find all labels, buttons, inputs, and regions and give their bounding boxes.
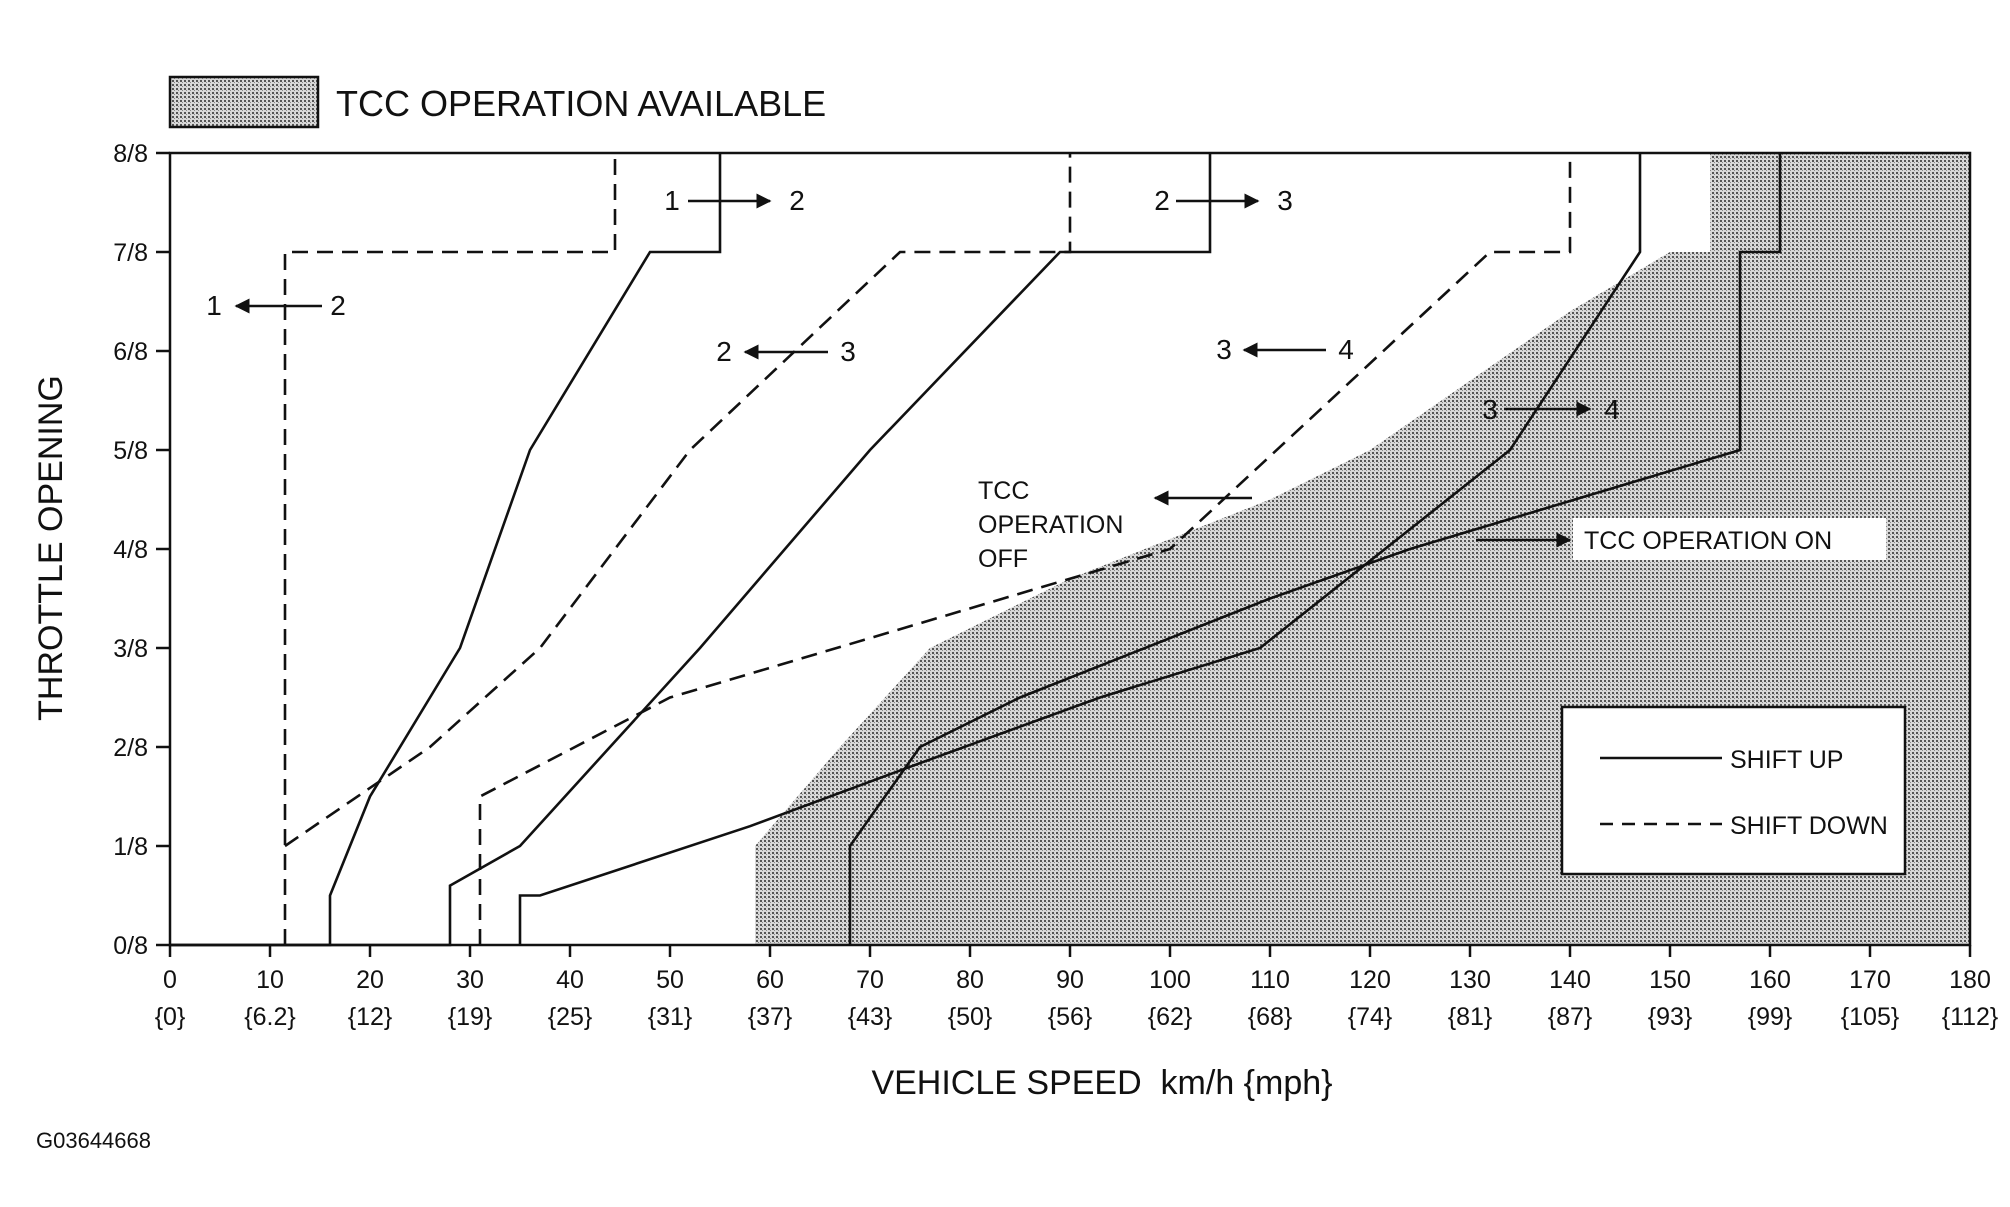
x-tick-sublabel: {43}	[848, 1003, 893, 1031]
x-tick-label: 20	[356, 966, 384, 994]
figure-id: G03644668	[36, 1128, 151, 1153]
x-tick-label: 180	[1949, 966, 1991, 994]
x-tick-sublabel: {12}	[348, 1003, 393, 1031]
x-tick-sublabel: {19}	[448, 1003, 493, 1031]
key-shift-up-label: SHIFT UP	[1730, 746, 1843, 774]
x-tick-label: 150	[1649, 966, 1691, 994]
x-tick-label: 40	[556, 966, 584, 994]
shift-down-line-6	[478, 153, 1572, 945]
annotation-down-1-2: 1 2	[206, 290, 346, 321]
y-axis: 0/8 1/8 2/8 3/8 4/8 5/8 6/8 7/8 8/8	[113, 140, 170, 960]
x-tick-label: 10	[256, 966, 284, 994]
x-tick-sublabel: {50}	[948, 1003, 993, 1031]
annotation-up-1-2: 1 2	[664, 185, 805, 216]
x-tick-sublabel: {37}	[748, 1003, 793, 1031]
key-shift-down-label: SHIFT DOWN	[1730, 812, 1888, 840]
svg-text:3: 3	[1216, 334, 1232, 365]
y-tick-label: 3/8	[113, 635, 148, 663]
x-tick-label: 170	[1849, 966, 1891, 994]
x-tick-label: 0	[163, 966, 177, 994]
x-tick-label: 50	[656, 966, 684, 994]
annotation-up-3-4: 3 4	[1482, 394, 1620, 425]
svg-text:TCC OPERATION ON: TCC OPERATION ON	[1584, 527, 1832, 555]
svg-text:OPERATION: OPERATION	[978, 511, 1123, 539]
x-axis: 0 {0} 10 {6.2} 20 {12} 30 {19} 40 {25} 50 {31} 60 {37…	[155, 945, 1999, 1031]
y-tick-label: 8/8	[113, 140, 148, 168]
x-tick-sublabel: {68}	[1248, 1003, 1293, 1031]
x-tick-sublabel: {105}	[1841, 1003, 1899, 1031]
y-tick-label: 0/8	[113, 932, 148, 960]
x-tick-label: 130	[1449, 966, 1491, 994]
svg-text:TCC: TCC	[978, 477, 1029, 505]
svg-text:4: 4	[1604, 394, 1620, 425]
x-tick-label: 160	[1749, 966, 1791, 994]
x-tick-label: 30	[456, 966, 484, 994]
line-style-key: SHIFT UP SHIFT DOWN	[1560, 705, 1907, 876]
x-tick-sublabel: {56}	[1048, 1003, 1093, 1031]
tcc-on-annotation: TCC OPERATION ON	[1476, 518, 1886, 560]
shift-up-line-2	[518, 153, 1642, 945]
svg-text:1: 1	[206, 290, 222, 321]
svg-text:2: 2	[716, 336, 732, 367]
x-tick-sublabel: {31}	[648, 1003, 693, 1031]
annotation-down-2-3: 2 3	[716, 336, 856, 367]
x-tick-sublabel: {112}	[1942, 1003, 1999, 1031]
annotation-down-3-4: 3 4	[1216, 334, 1354, 365]
x-tick-label: 100	[1149, 966, 1191, 994]
tcc-legend-swatch	[168, 75, 320, 129]
x-tick-label: 110	[1250, 966, 1290, 994]
x-tick-label: 90	[1056, 966, 1084, 994]
tcc-legend-label: TCC OPERATION AVAILABLE	[336, 83, 826, 124]
x-tick-sublabel: {0}	[155, 1003, 186, 1031]
x-tick-label: 120	[1349, 966, 1391, 994]
y-tick-label: 7/8	[113, 239, 148, 267]
x-tick-sublabel: {99}	[1748, 1003, 1793, 1031]
svg-text:OFF: OFF	[978, 545, 1028, 573]
shift-up-line-0	[170, 153, 722, 947]
x-tick-sublabel: {74}	[1348, 1003, 1393, 1031]
x-tick-sublabel: {25}	[548, 1003, 593, 1031]
tcc-off-annotation: TCC OPERATION OFF	[978, 477, 1252, 573]
shift-up-line-1	[170, 153, 1212, 947]
svg-text:1: 1	[664, 185, 680, 216]
x-tick-sublabel: {62}	[1148, 1003, 1193, 1031]
x-axis-title: VEHICLE SPEED km/h {mph}	[871, 1064, 1332, 1102]
svg-text:3: 3	[840, 336, 856, 367]
shift-down-line-5	[284, 153, 1072, 848]
svg-text:3: 3	[1482, 394, 1498, 425]
x-tick-sublabel: {81}	[1448, 1003, 1493, 1031]
svg-text:2: 2	[330, 290, 346, 321]
x-tick-label: 70	[856, 966, 884, 994]
shift-up-line-3	[848, 153, 1782, 945]
svg-text:4: 4	[1338, 334, 1354, 365]
annotation-up-2-3: 2 3	[1154, 185, 1293, 216]
svg-text:2: 2	[789, 185, 805, 216]
y-axis-title: THROTTLE OPENING	[32, 375, 70, 721]
series-layer	[170, 153, 1782, 947]
y-tick-label: 5/8	[113, 437, 148, 465]
shift-down-line-4	[283, 153, 617, 945]
x-tick-label: 80	[956, 966, 984, 994]
y-tick-label: 1/8	[113, 833, 148, 861]
x-tick-label: 60	[756, 966, 784, 994]
svg-text:3: 3	[1277, 185, 1293, 216]
y-tick-label: 6/8	[113, 338, 148, 366]
x-tick-sublabel: {93}	[1648, 1003, 1693, 1031]
x-tick-sublabel: {87}	[1548, 1003, 1593, 1031]
y-tick-label: 4/8	[113, 536, 148, 564]
x-tick-label: 140	[1549, 966, 1591, 994]
y-tick-label: 2/8	[113, 734, 148, 762]
x-tick-sublabel: {6.2}	[244, 1003, 295, 1031]
svg-text:2: 2	[1154, 185, 1170, 216]
